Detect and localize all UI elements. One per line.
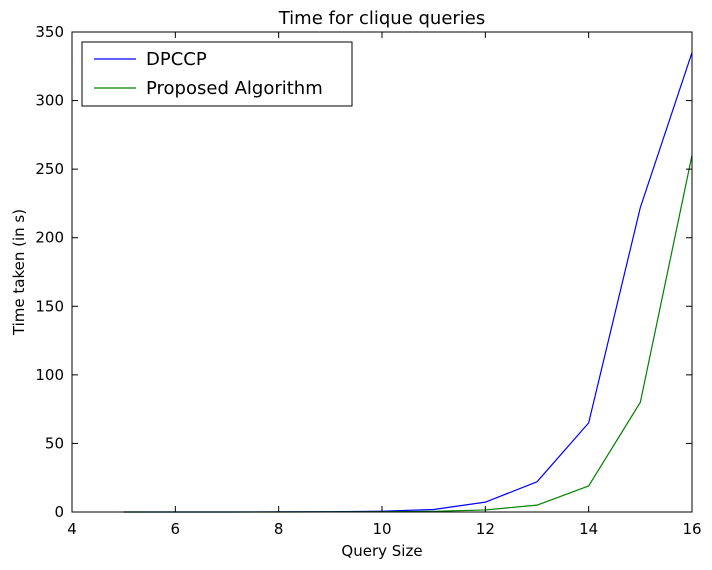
y-tick-label-250: 250 bbox=[35, 160, 64, 178]
y-axis-label: Time taken (in s) bbox=[10, 209, 28, 336]
x-tick-label-14: 14 bbox=[579, 520, 598, 538]
x-axis-ticks: 4 6 8 10 12 14 16 bbox=[67, 32, 702, 538]
series-lines bbox=[123, 52, 693, 513]
x-tick-label-10: 10 bbox=[372, 520, 391, 538]
x-tick-label-16: 16 bbox=[682, 520, 701, 538]
y-tick-label-150: 150 bbox=[35, 297, 64, 315]
series-line-dpccp bbox=[123, 52, 693, 513]
x-axis-label: Query Size bbox=[341, 542, 422, 560]
y-axis-ticks: 0 50 100 150 200 250 300 350 bbox=[35, 23, 692, 521]
x-tick-label-6: 6 bbox=[171, 520, 181, 538]
series-line-proposed-algorithm bbox=[123, 155, 693, 513]
x-tick-label-12: 12 bbox=[476, 520, 495, 538]
x-tick-label-8: 8 bbox=[274, 520, 284, 538]
y-tick-label-50: 50 bbox=[45, 434, 64, 452]
chart-title: Time for clique queries bbox=[278, 8, 486, 29]
y-tick-label-350: 350 bbox=[35, 23, 64, 41]
legend: DPCCP Proposed Algorithm bbox=[81, 41, 353, 107]
legend-label-proposed-algorithm: Proposed Algorithm bbox=[146, 78, 323, 99]
legend-label-dpccp: DPCCP bbox=[146, 49, 207, 70]
y-tick-label-0: 0 bbox=[54, 503, 64, 521]
y-tick-label-200: 200 bbox=[35, 229, 64, 247]
x-tick-label-4: 4 bbox=[67, 520, 77, 538]
y-tick-label-100: 100 bbox=[35, 366, 64, 384]
legend-box bbox=[81, 41, 353, 107]
y-tick-label-300: 300 bbox=[35, 92, 64, 110]
